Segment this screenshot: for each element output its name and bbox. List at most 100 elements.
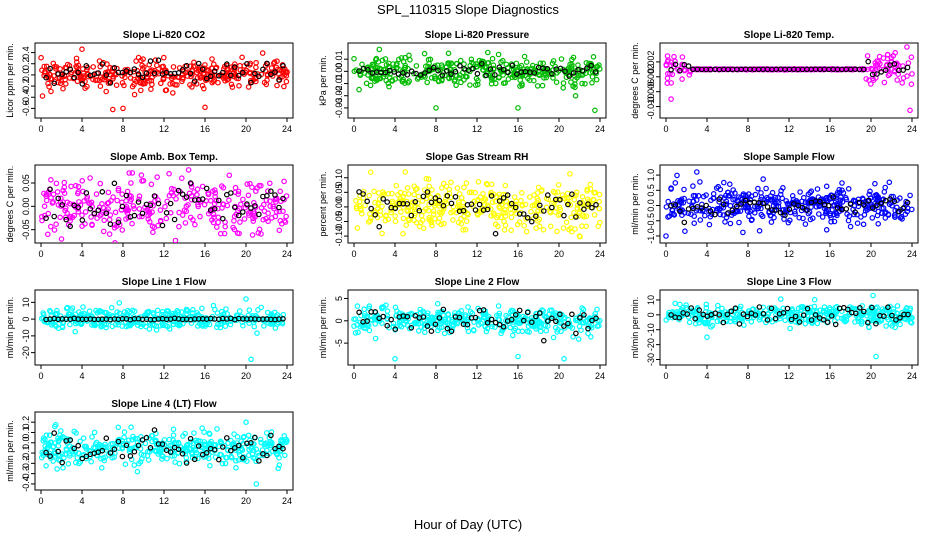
data-point: [220, 444, 226, 450]
data-point: [579, 319, 586, 326]
data-point: [785, 310, 792, 317]
x-tick-label: 0: [663, 371, 668, 381]
data-point: [512, 311, 519, 318]
data-point: [555, 182, 562, 188]
data-points: [353, 169, 603, 240]
y-axis-label: degrees C per min.: [5, 166, 15, 243]
data-point: [490, 62, 497, 68]
data-point: [253, 481, 260, 487]
data-point: [404, 72, 411, 78]
data-point: [371, 63, 377, 69]
data-point: [593, 76, 600, 83]
data-point: [87, 175, 93, 181]
x-tick-label: 8: [745, 249, 750, 259]
data-point: [43, 215, 49, 222]
data-point: [139, 213, 145, 220]
data-point: [217, 438, 224, 445]
data-point: [159, 64, 165, 70]
data-point: [881, 79, 888, 86]
data-point: [228, 447, 234, 454]
data-point: [356, 309, 362, 316]
data-point: [897, 215, 904, 221]
data-point: [523, 228, 530, 235]
data-point: [405, 65, 411, 72]
data-point: [282, 71, 288, 78]
data-point: [531, 192, 537, 198]
data-point: [147, 58, 154, 64]
data-point: [516, 319, 523, 326]
data-point: [587, 181, 594, 188]
data-point: [60, 187, 67, 194]
x-tick-label: 4: [704, 124, 709, 134]
data-point: [155, 197, 161, 203]
x-tick-label: 4: [704, 249, 709, 259]
data-point: [424, 323, 431, 329]
data-point: [596, 317, 603, 324]
data-point: [401, 65, 408, 71]
data-point: [428, 328, 435, 335]
data-point: [445, 60, 451, 66]
data-point: [373, 77, 380, 84]
data-point: [696, 307, 703, 313]
data-point: [178, 309, 185, 315]
data-point: [450, 217, 456, 223]
data-point: [672, 61, 679, 68]
data-point: [823, 227, 830, 233]
data-point: [51, 227, 58, 233]
y-tick-label: 0.00: [334, 63, 344, 81]
data-point: [279, 438, 286, 445]
x-tick-label: 12: [784, 124, 794, 134]
data-point: [723, 66, 729, 73]
x-tick-label: 8: [433, 124, 438, 134]
data-point: [740, 311, 747, 317]
y-tick-label: -0.5: [646, 213, 656, 229]
data-point: [710, 191, 717, 197]
data-point: [179, 450, 186, 457]
x-tick-label: 0: [38, 371, 43, 381]
data-point: [765, 196, 772, 202]
data-point: [802, 221, 809, 227]
data-point: [830, 194, 837, 200]
data-point: [707, 208, 714, 214]
data-point: [672, 300, 678, 307]
data-point: [495, 303, 502, 309]
data-point: [395, 192, 401, 198]
data-point: [668, 312, 674, 318]
data-point: [131, 462, 138, 468]
data-point: [536, 318, 543, 325]
data-point: [488, 193, 495, 199]
data-point: [130, 68, 137, 75]
data-point: [894, 303, 901, 309]
x-tick-label: 24: [595, 249, 605, 259]
data-point: [112, 209, 119, 216]
data-point: [808, 317, 815, 323]
data-point: [187, 180, 194, 186]
data-point: [206, 440, 213, 447]
data-point: [777, 209, 784, 216]
data-point: [376, 223, 383, 230]
data-point: [201, 439, 208, 445]
data-point: [540, 227, 547, 233]
data-point: [384, 322, 391, 329]
y-tick-label: 0.2: [21, 57, 31, 70]
data-point: [709, 322, 716, 329]
data-point: [43, 74, 49, 81]
data-point: [693, 169, 700, 175]
data-point: [400, 230, 406, 237]
data-point: [383, 212, 389, 219]
x-tick-label: 4: [392, 371, 397, 381]
x-tick-label: 12: [159, 249, 169, 259]
data-point: [593, 64, 600, 70]
data-point: [135, 54, 142, 61]
data-point: [536, 216, 543, 223]
data-point: [423, 175, 430, 182]
data-point: [845, 186, 852, 192]
data-point: [492, 80, 499, 87]
data-point: [83, 446, 90, 452]
data-point: [869, 304, 875, 311]
data-point: [562, 68, 568, 75]
data-point: [384, 308, 391, 314]
data-point: [858, 312, 865, 319]
data-point: [392, 326, 399, 333]
